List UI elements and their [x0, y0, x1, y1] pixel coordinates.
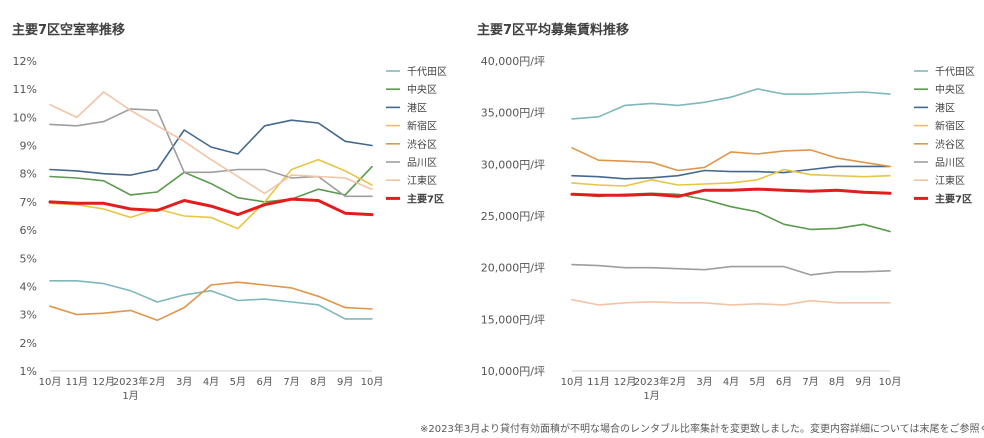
vacancy-y-tick-label: 11%: [13, 83, 37, 96]
vacancy-x-tick-label: 10月: [361, 376, 384, 388]
vacancy-chart: 1%2%3%4%5%6%7%8%9%10%11%12%10月 11月 12月2023…: [13, 55, 447, 402]
rent-series-line-4: [571, 168, 891, 187]
vacancy-x-tick-label: 11月: [65, 376, 88, 388]
rent-x-tick-label: 1月: [643, 390, 659, 402]
rent-series-line-3: [571, 165, 891, 180]
vacancy-legend-label: 新宿区: [407, 120, 437, 133]
vacancy-y-tick-label: 10%: [13, 111, 37, 124]
rent-y-tick-label: 15,000円/坪: [481, 313, 545, 326]
vacancy-y-tick-label: 6%: [20, 224, 37, 237]
vacancy-series-line-1: [49, 279, 373, 320]
rent-x-tick-label: 3月: [696, 376, 712, 388]
rent-series-line-6: [571, 263, 891, 276]
vacancy-series-line-7: [49, 91, 373, 195]
rent-series-line-8: [570, 187, 892, 198]
vacancy-x-tick-label: 3月: [176, 376, 192, 388]
rent-legend-label: 千代田区: [935, 66, 975, 78]
vacancy-y-tick-label: 8%: [20, 168, 37, 181]
rent-series-line-1: [571, 88, 891, 120]
rent-x-tick-label: 12月: [614, 376, 637, 388]
vacancy-x-tick-label: 6月: [256, 376, 272, 388]
rent-x-tick-label: 9月: [855, 376, 871, 388]
vacancy-y-tick-label: 3%: [20, 309, 37, 322]
vacancy-legend-label: 主要7区: [407, 192, 444, 205]
rent-legend-label: 渋谷区: [935, 138, 965, 151]
vacancy-x-tick-label: 9月: [337, 376, 353, 388]
rent-x-tick-label: 10月: [879, 376, 902, 388]
rent-chart: 10,000円/坪 15,000円/坪 20,000円/坪 25,000円/坪 30,0…: [481, 55, 975, 402]
rent-legend-label: 品川区: [935, 157, 965, 169]
rent-y-tick-label: 10,000円/坪: [481, 365, 545, 378]
vacancy-legend-label: 中央区: [407, 83, 437, 96]
rent-legend-label: 中央区: [935, 83, 965, 96]
vacancy-y-tick-label: 1%: [20, 365, 37, 378]
vacancy-x-tick-label: 2月: [149, 376, 165, 388]
rent-series-line-2: [571, 192, 891, 233]
vacancy-series-line-2: [49, 165, 373, 203]
rent-x-tick-label: 7月: [802, 376, 818, 388]
vacancy-y-tick-label: 7%: [20, 196, 37, 209]
vacancy-series-line-8: [48, 197, 374, 217]
vacancy-series-line-4: [49, 158, 373, 230]
rent-x-tick-label: 4月: [723, 376, 739, 388]
rent-legend-label: 港区: [935, 102, 955, 114]
rent-legend-label: 江東区: [935, 174, 965, 187]
rent-series-line-5: [571, 147, 891, 172]
rent-x-tick-label: 10月: [561, 376, 584, 388]
rent-x-tick-label: 5月: [749, 376, 765, 388]
rent-x-tick-label: 6月: [776, 376, 792, 388]
vacancy-x-tick-label: 5月: [230, 376, 246, 388]
rent-y-tick-label: 30,000円/坪: [481, 158, 545, 171]
vacancy-y-tick-label: 12%: [13, 55, 37, 68]
vacancy-legend-label: 品川区: [407, 157, 437, 169]
rent-series-line-7: [571, 298, 891, 306]
vacancy-x-tick-label: 7月: [283, 376, 299, 388]
rent-y-tick-label: 40,000円/坪: [481, 55, 545, 68]
vacancy-x-tick-label: 10月: [39, 376, 62, 388]
vacancy-y-tick-label: 4%: [20, 280, 37, 293]
vacancy-x-tick-label: 12月: [92, 376, 115, 388]
vacancy-legend-label: 江東区: [407, 174, 437, 187]
rent-x-tick-label: 11月: [587, 376, 610, 388]
vacancy-y-tick-label: 2%: [20, 337, 37, 350]
rent-legend-label: 主要7区: [935, 192, 972, 205]
vacancy-x-tick-label: 8月: [310, 376, 326, 388]
rent-y-tick-label: 20,000円/坪: [481, 262, 545, 275]
rent-legend-label: 新宿区: [935, 120, 965, 133]
rent-x-tick-label: 2023年: [634, 375, 669, 388]
vacancy-chart-title: 主要7区空室率推移: [12, 23, 126, 38]
rent-y-tick-label: 35,000円/坪: [481, 107, 545, 120]
vacancy-series-line-5: [49, 281, 373, 322]
vacancy-x-tick-label: 1月: [122, 390, 138, 402]
vacancy-legend-label: 港区: [407, 102, 427, 114]
footnote: ※2023年3月より貸付有効面積が不明な場合のレンタブル比率集計を変更致しました…: [420, 424, 984, 435]
rent-y-tick-label: 25,000円/坪: [481, 210, 545, 223]
rent-x-tick-label: 8月: [829, 376, 845, 388]
vacancy-legend-label: 渋谷区: [407, 138, 437, 151]
vacancy-x-tick-label: 2023年: [113, 375, 148, 388]
vacancy-legend-label: 千代田区: [407, 66, 447, 78]
vacancy-y-tick-label: 9%: [20, 140, 37, 153]
rent-chart-title: 主要7区平均募集賃料推移: [477, 23, 630, 38]
vacancy-x-tick-label: 4月: [203, 376, 219, 388]
rent-x-tick-label: 2月: [670, 376, 686, 388]
vacancy-y-tick-label: 5%: [20, 252, 37, 265]
vacancy-series-line-3: [49, 119, 373, 176]
